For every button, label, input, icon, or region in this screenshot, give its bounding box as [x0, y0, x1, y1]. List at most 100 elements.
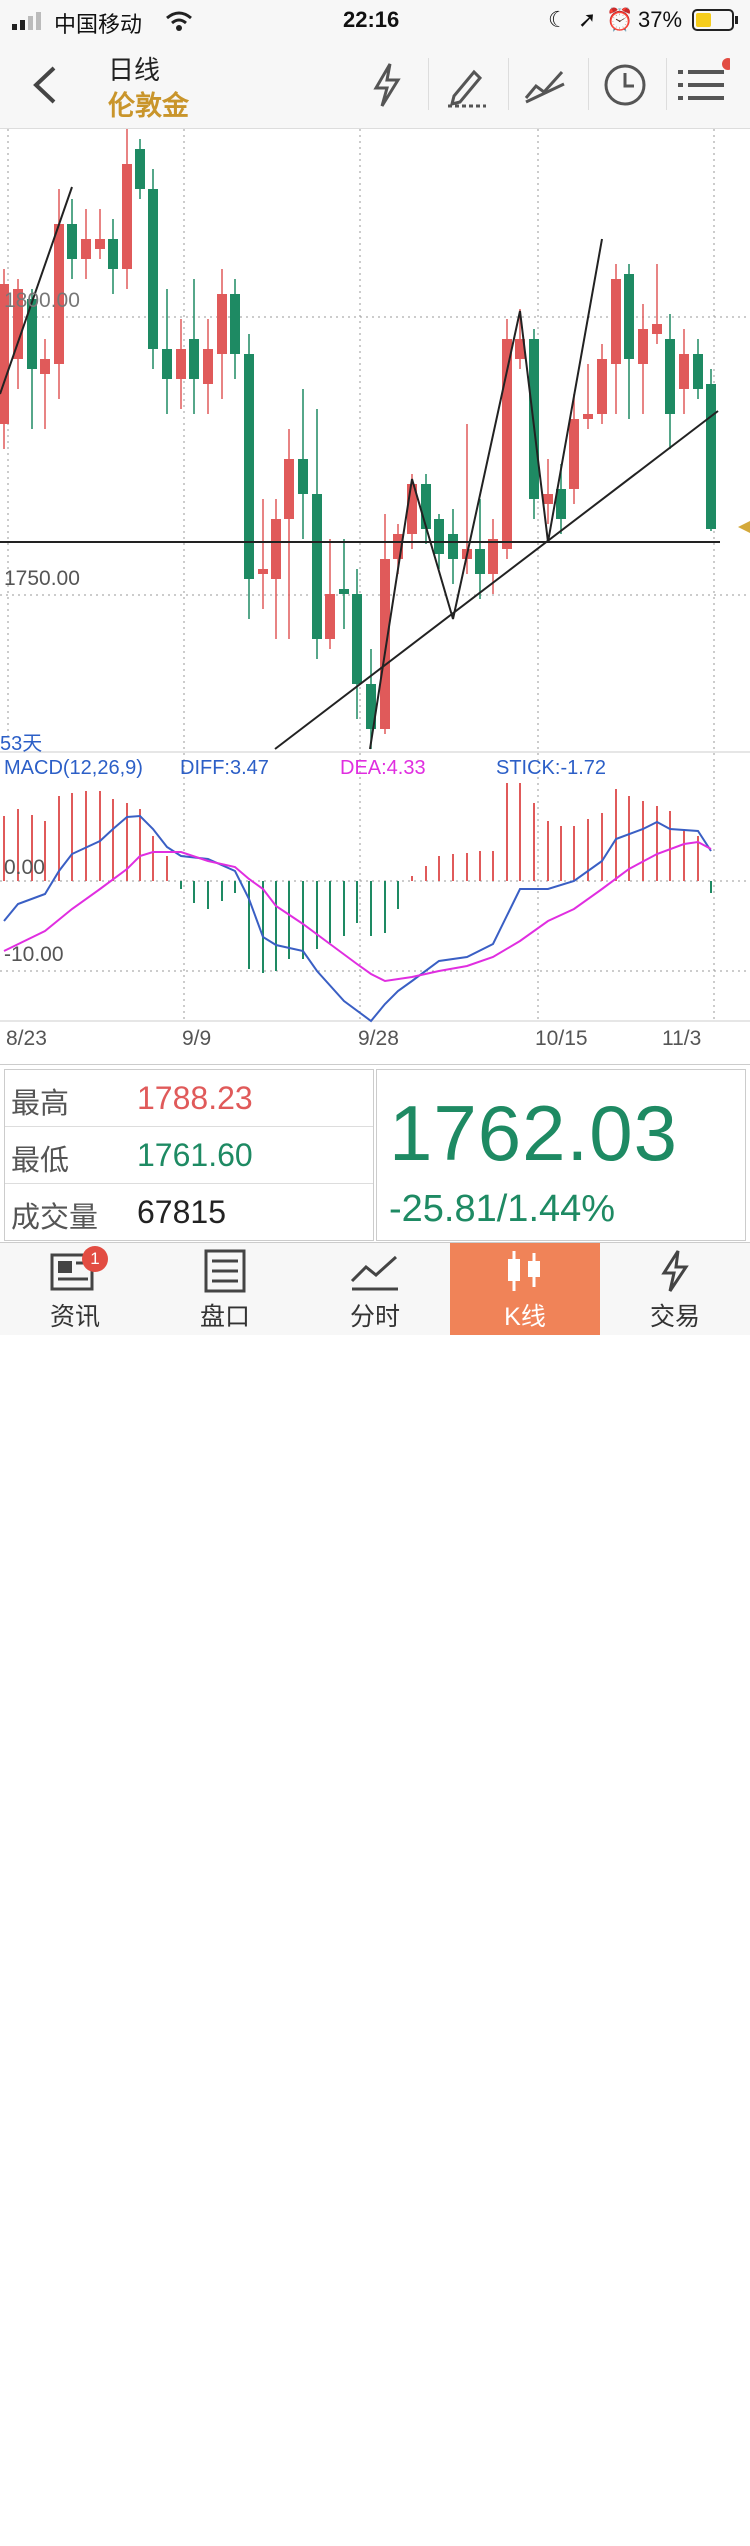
location-icon: ➚	[578, 7, 597, 32]
quote-panel: 最高 1788.23 最低 1761.60 成交量 67815 1762.03 …	[0, 1064, 750, 1243]
candle-body	[652, 324, 662, 334]
volume-label: 成交量	[11, 1202, 99, 1234]
diff-line	[3, 814, 712, 1023]
candle-body	[203, 349, 213, 384]
divider	[666, 58, 667, 110]
battery-percent: 37%	[638, 7, 683, 32]
candle-body	[27, 299, 37, 369]
watermark: @yuehappy	[562, 2515, 707, 2545]
divider	[428, 58, 429, 110]
candle-body	[448, 534, 458, 559]
drawn-line	[0, 186, 73, 395]
tab-label: 盘口	[199, 1303, 250, 1331]
macd-histogram	[3, 783, 712, 973]
candle-body	[122, 164, 132, 269]
candle-body	[693, 354, 703, 389]
period-label: 53天	[0, 733, 43, 755]
candle-body	[67, 224, 77, 259]
back-icon[interactable]	[20, 58, 74, 112]
candle-body	[176, 349, 186, 379]
tab-news[interactable]: 1 资讯	[0, 1243, 150, 1335]
lightning-icon[interactable]	[360, 58, 414, 112]
candle-body	[135, 149, 145, 189]
battery-icon	[692, 9, 738, 31]
candle-body	[284, 459, 294, 519]
candle-body	[189, 339, 199, 379]
candle-body	[312, 494, 322, 639]
candle-body	[706, 384, 716, 529]
stick-value: STICK:-1.72	[496, 757, 607, 779]
candle-body	[230, 294, 240, 354]
candle-body	[217, 294, 227, 354]
candle-body	[244, 354, 254, 579]
candle-body	[556, 489, 566, 519]
current-quote: 1762.03 -25.81/1.44%	[376, 1069, 746, 1241]
candle-body	[81, 239, 91, 259]
candle-body	[298, 459, 308, 494]
candle-body	[271, 519, 281, 579]
candle-body	[597, 359, 607, 414]
date-label: 10/15	[535, 1027, 588, 1050]
trendline-icon[interactable]	[518, 58, 572, 112]
candle-body	[434, 519, 444, 554]
tab-label: 交易	[649, 1303, 700, 1331]
candle-body	[488, 539, 498, 574]
candle-body	[95, 239, 105, 249]
low-value: 1761.60	[137, 1137, 253, 1173]
notification-badge: 1	[82, 1246, 108, 1272]
candle-body	[421, 484, 431, 529]
candle-body	[475, 549, 485, 574]
divider	[588, 58, 589, 110]
tab-intraday[interactable]: 分时	[300, 1243, 450, 1335]
date-label: 8/23	[6, 1027, 47, 1050]
wifi-icon	[166, 11, 192, 31]
status-bar: 中国移动 22:16 ☾ ➚ ⏰ 37%	[0, 0, 750, 40]
candle-body	[13, 289, 23, 359]
candle-body	[665, 339, 675, 414]
menu-icon[interactable]	[676, 58, 730, 112]
carrier-name: 中国移动	[54, 12, 143, 37]
macd-tick-minus10: -10.00	[4, 943, 64, 966]
chart-canvas[interactable]	[0, 129, 750, 1064]
candle-body	[258, 569, 268, 574]
price-change: -25.81/1.44%	[389, 1188, 616, 1230]
page-title: 日线	[108, 55, 161, 85]
date-label: 9/28	[358, 1027, 399, 1050]
candlestick-icon	[508, 1251, 540, 1291]
divider	[508, 58, 509, 110]
price-pointer-icon	[738, 521, 750, 533]
tab-label: 分时	[349, 1303, 400, 1331]
candle-body	[624, 274, 634, 359]
candle-body	[339, 589, 349, 594]
user-drawings	[0, 186, 720, 750]
candle-body	[148, 189, 158, 349]
tab-kline[interactable]: K线	[450, 1243, 600, 1335]
tab-trade[interactable]: 交易	[600, 1243, 750, 1335]
lightning-icon	[661, 1250, 689, 1292]
candle-body	[393, 534, 403, 559]
current-price: 1762.03	[389, 1089, 678, 1177]
signal-icon	[12, 12, 41, 30]
candle-body	[569, 419, 579, 489]
date-label: 11/3	[662, 1027, 702, 1050]
macd-tick-0: 0.00	[4, 856, 45, 879]
trend-line	[274, 410, 719, 750]
kline-chart[interactable]: 1800.00 1750.00 53天 MACD(12,26,9) DIFF:3…	[0, 129, 750, 1064]
candle-body	[325, 594, 335, 639]
candle-body	[162, 349, 172, 379]
draw-icon[interactable]	[440, 58, 494, 112]
diff-value: DIFF:3.47	[180, 757, 269, 779]
dea-value: DEA:4.33	[340, 757, 426, 779]
candle-body	[611, 279, 621, 364]
candle-body	[638, 329, 648, 364]
zigzag-line	[369, 238, 603, 750]
quote-stats: 最高 1788.23 最低 1761.60 成交量 67815	[4, 1069, 374, 1241]
tab-orderbook[interactable]: 盘口	[150, 1243, 300, 1335]
low-label: 最低	[11, 1145, 70, 1177]
candle-body	[352, 594, 362, 684]
clock-icon[interactable]	[598, 58, 652, 112]
orderbook-icon	[204, 1249, 246, 1293]
navigation-bar: 日线 伦敦金	[0, 40, 750, 129]
candlestick-series	[0, 129, 716, 749]
high-value: 1788.23	[137, 1080, 253, 1116]
